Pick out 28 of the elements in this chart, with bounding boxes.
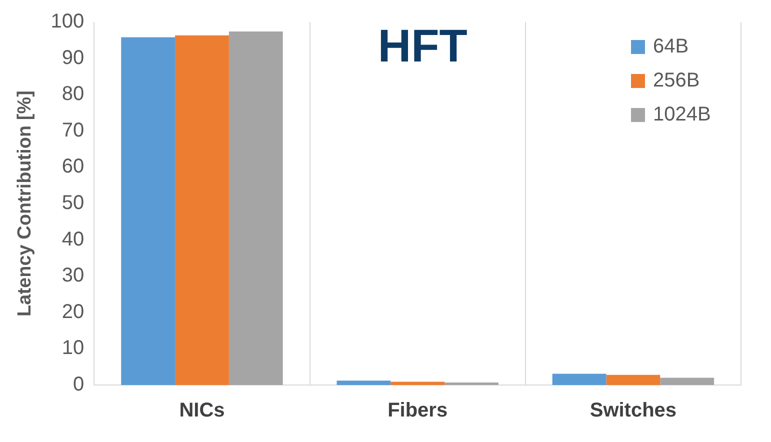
x-tick-label: Switches <box>590 400 677 422</box>
y-tick-label: 30 <box>62 264 84 287</box>
bar <box>444 382 498 385</box>
y-tick-label: 90 <box>62 46 84 69</box>
bar <box>606 374 660 385</box>
y-tick-label: 70 <box>62 119 84 142</box>
y-tick-label: 80 <box>62 83 84 106</box>
y-axis-title: Latency Contribution [%] <box>14 90 36 316</box>
chart-title: HFT <box>378 20 468 72</box>
y-tick-label: 50 <box>62 192 84 214</box>
bar <box>228 31 283 385</box>
legend-label: 256B <box>653 70 700 92</box>
y-tick-label: 20 <box>62 300 84 323</box>
legend-label: 64B <box>653 36 689 58</box>
bar <box>660 378 714 385</box>
y-tick-label: 100 <box>50 10 84 33</box>
x-tick-label: NICs <box>179 400 225 422</box>
bar <box>390 382 445 385</box>
y-tick-label: 40 <box>62 228 84 250</box>
y-tick-label: 10 <box>62 337 84 360</box>
bar <box>121 37 176 385</box>
x-tick-label: Fibers <box>388 400 448 422</box>
bar <box>336 380 391 385</box>
bar <box>175 35 229 385</box>
y-tick-label: 0 <box>73 374 84 396</box>
y-tick-label: 60 <box>62 156 84 178</box>
bar <box>552 374 606 385</box>
legend-label: 1024B <box>653 104 711 126</box>
